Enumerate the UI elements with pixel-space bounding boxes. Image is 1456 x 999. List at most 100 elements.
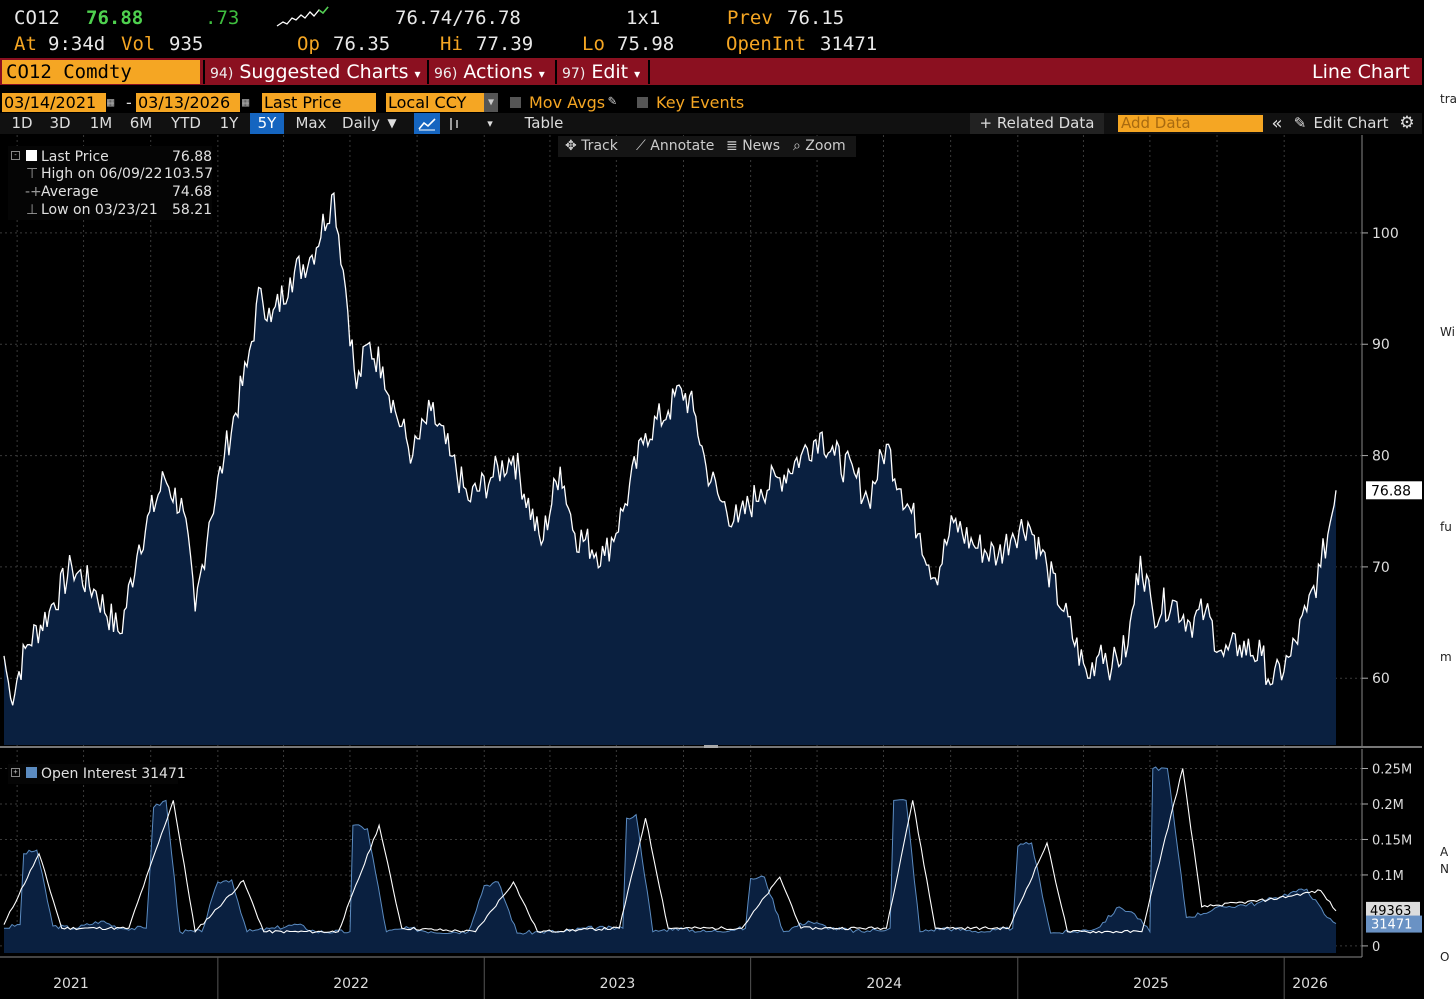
annotate-tool[interactable]: ⟋ Annotate bbox=[636, 137, 714, 156]
edit-menu[interactable]: 97) Edit ▾ bbox=[562, 60, 640, 84]
edit-chart-button[interactable]: Edit Chart bbox=[1313, 114, 1389, 132]
function-toolbar bbox=[0, 58, 1422, 85]
open-interest-area bbox=[4, 767, 1336, 953]
last-value-label: 76.88 bbox=[1371, 483, 1411, 499]
legend-last-value: 76.88 bbox=[172, 149, 213, 165]
edit-label: Edit bbox=[591, 61, 629, 83]
open-interest-line bbox=[3, 766, 1337, 935]
mov-avgs-checkbox[interactable] bbox=[510, 97, 521, 108]
year-label: 2021 bbox=[53, 976, 89, 992]
side-panel-text: tra bbox=[1440, 92, 1456, 106]
price-tick-label: 100 bbox=[1372, 226, 1399, 242]
year-label: 2022 bbox=[333, 976, 369, 992]
oi-tick-label: 0 bbox=[1372, 940, 1380, 955]
key-events-label[interactable]: Key Events bbox=[656, 93, 745, 112]
side-panel bbox=[1424, 0, 1456, 999]
vol-value: 935 bbox=[169, 33, 204, 55]
news-label: News bbox=[742, 138, 781, 154]
frequency-selector[interactable]: Daily bbox=[342, 114, 380, 132]
price-tick-label: 90 bbox=[1372, 337, 1390, 353]
track-tool[interactable]: ✥ Track bbox=[565, 137, 618, 156]
low-value: 75.98 bbox=[617, 33, 675, 55]
chart-tools bbox=[558, 136, 856, 157]
open-value: 76.35 bbox=[333, 33, 391, 55]
field-selector[interactable]: Last Price bbox=[262, 93, 376, 112]
add-data-input[interactable]: Add Data bbox=[1118, 115, 1263, 132]
crosshair-icon: ✥ bbox=[565, 138, 577, 154]
pencil-icon[interactable]: ✎ bbox=[1293, 114, 1307, 132]
security-field[interactable]: CO12 Comdty bbox=[2, 60, 200, 84]
secondary-value-box bbox=[1366, 901, 1420, 918]
zoom-tool[interactable]: ⌕ Zoom bbox=[793, 137, 846, 156]
start-date-field[interactable]: 03/14/2021 bbox=[2, 93, 106, 112]
ticker: CO12 bbox=[14, 7, 60, 29]
line-chart-icon[interactable] bbox=[414, 113, 440, 134]
zoom-label: Zoom bbox=[805, 138, 846, 154]
open-interest-secondary-line bbox=[3, 768, 1337, 934]
price-series-line bbox=[3, 191, 1337, 706]
year-label: 2025 bbox=[1133, 976, 1169, 992]
chevron-down-icon[interactable]: ▼ bbox=[484, 93, 498, 112]
table-button[interactable]: Table bbox=[524, 114, 564, 132]
legend-oi-label: Open Interest 31471 bbox=[41, 766, 186, 782]
period-6m[interactable]: 6M bbox=[129, 114, 153, 132]
caret-down-icon: ▾ bbox=[538, 67, 545, 81]
side-panel-text: A bbox=[1440, 845, 1449, 859]
low-label: Lo bbox=[582, 33, 605, 55]
news-tool[interactable]: ≣ News bbox=[726, 137, 780, 156]
side-panel-text: N bbox=[1440, 862, 1449, 876]
high-value: 77.39 bbox=[476, 33, 534, 55]
actions-menu[interactable]: 96) Actions ▾ bbox=[434, 60, 545, 84]
chart-type-label[interactable]: Line Chart bbox=[1312, 61, 1410, 83]
gear-icon[interactable]: ⚙ bbox=[1399, 113, 1415, 133]
mov-avgs-label[interactable]: Mov Avgs bbox=[529, 93, 606, 112]
actions-num: 96) bbox=[434, 66, 458, 82]
last-value-box bbox=[1366, 481, 1422, 500]
period-ytd[interactable]: YTD bbox=[171, 114, 201, 132]
period-1d[interactable]: 1D bbox=[11, 114, 33, 132]
oi-last-value-label: 31471 bbox=[1371, 918, 1412, 933]
collapse-legend-icon[interactable]: - bbox=[11, 151, 20, 160]
year-label: 2023 bbox=[600, 976, 636, 992]
legend-last-label: Last Price bbox=[41, 149, 109, 165]
price-legend bbox=[8, 146, 212, 220]
period-5y[interactable]: 5Y bbox=[250, 113, 284, 134]
period-1m[interactable]: 1M bbox=[89, 114, 113, 132]
side-panel-text: fu bbox=[1440, 520, 1452, 534]
period-1y[interactable]: 1Y bbox=[219, 114, 239, 132]
low-marker-icon: ⊥ bbox=[26, 202, 39, 218]
currency-selector[interactable]: Local CCY bbox=[386, 93, 484, 112]
oi-legend bbox=[8, 764, 178, 784]
divider bbox=[203, 60, 205, 84]
legend-low-value: 58.21 bbox=[172, 202, 213, 218]
suggested-label: Suggested Charts bbox=[239, 61, 409, 83]
suggested-charts-menu[interactable]: 94) Suggested Charts ▾ bbox=[210, 60, 421, 84]
average-marker-icon: -+ bbox=[25, 184, 42, 200]
collapse-legend-icon[interactable]: + bbox=[11, 768, 20, 777]
calendar-icon[interactable]: ▦ bbox=[107, 95, 115, 109]
period-max[interactable]: Max bbox=[295, 114, 327, 132]
divider bbox=[555, 60, 557, 84]
track-label: Track bbox=[581, 138, 618, 154]
period-3d[interactable]: 3D bbox=[49, 114, 71, 132]
chevron-down-icon[interactable]: ▾ bbox=[487, 117, 493, 130]
chevron-down-icon[interactable]: ▼ bbox=[387, 116, 397, 130]
oi-tick-label: 0.25M bbox=[1372, 763, 1412, 778]
open-interest-value: 31471 bbox=[820, 33, 878, 55]
caret-down-icon: ▾ bbox=[634, 67, 641, 81]
divider bbox=[427, 60, 429, 84]
open-interest-label: OpenInt bbox=[726, 33, 807, 55]
price-area bbox=[4, 193, 1336, 745]
caret-down-icon: ▾ bbox=[414, 67, 421, 81]
pencil-icon[interactable]: ✎ bbox=[608, 93, 617, 109]
high-label: Hi bbox=[440, 33, 463, 55]
suggested-num: 94) bbox=[210, 66, 234, 82]
last-price-swatch bbox=[26, 150, 37, 161]
collapse-icon[interactable]: « bbox=[1271, 113, 1283, 134]
calendar-icon[interactable]: ▦ bbox=[242, 95, 250, 109]
related-data-button[interactable]: + Related Data bbox=[970, 113, 1104, 134]
bar-chart-icon[interactable] bbox=[444, 113, 464, 134]
end-date-field[interactable]: 03/13/2026 bbox=[136, 93, 240, 112]
key-events-checkbox[interactable] bbox=[637, 97, 648, 108]
chart-area[interactable]: 60 70 80 90 100 76.88 0 0.1M 0.15M 0.2M 0.25M 4936… bbox=[0, 135, 1424, 999]
